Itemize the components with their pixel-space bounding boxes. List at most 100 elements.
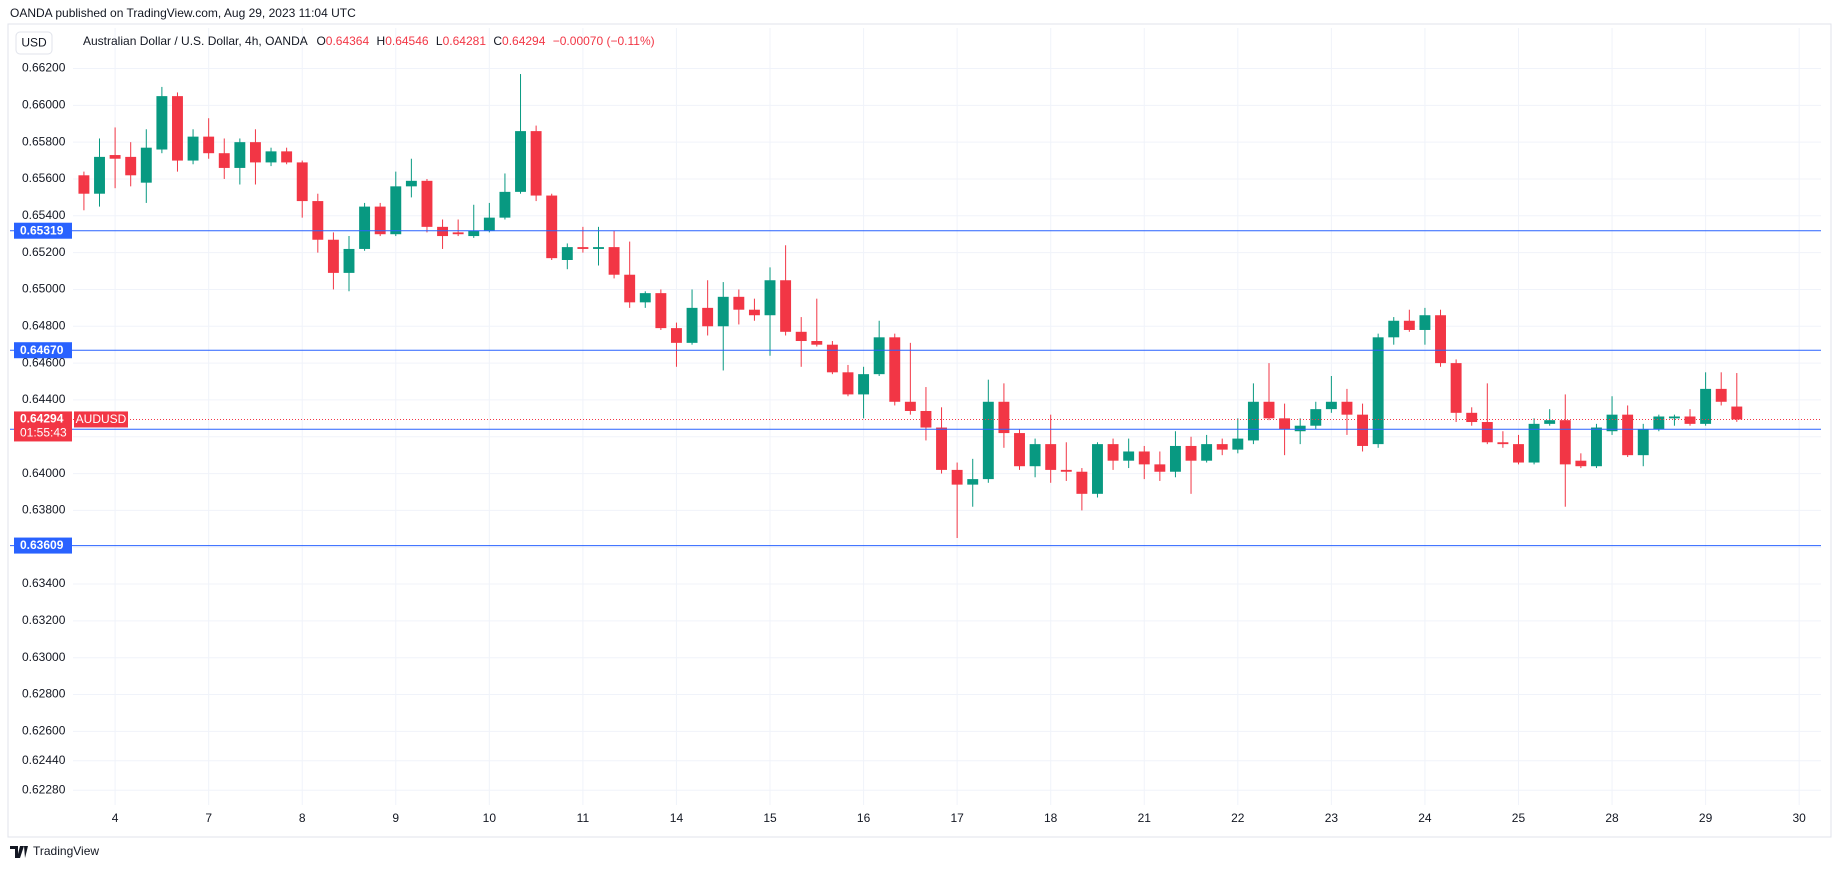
plot-border (7, 23, 1832, 838)
x-tick-label: 21 (1138, 811, 1152, 825)
y-tick-label: 0.62280 (22, 782, 66, 796)
candle-body (795, 331, 807, 342)
candle-body (1466, 412, 1478, 423)
x-tick-label: 7 (205, 811, 212, 825)
candle-body (265, 151, 277, 163)
y-tick-label: 0.63200 (22, 613, 66, 627)
candle-body (1700, 388, 1712, 424)
x-tick-label: 17 (950, 811, 964, 825)
x-tick-label: 18 (1044, 811, 1058, 825)
candle-body (1029, 444, 1041, 467)
y-tick-label: 0.65600 (22, 171, 66, 185)
candle-body (78, 175, 90, 194)
currency[interactable]: USD (21, 36, 47, 50)
candle-body (1279, 418, 1291, 430)
countdown: 01:55:43 (20, 426, 67, 440)
x-tick-label: 11 (577, 811, 590, 825)
x-tick-label: 25 (1512, 811, 1526, 825)
candle-body (109, 155, 121, 159)
candle-body (1263, 401, 1275, 419)
candle-body (1014, 433, 1025, 467)
y-tick-label: 0.65000 (22, 282, 66, 296)
candle-body (671, 328, 682, 343)
candle-body (1045, 444, 1057, 470)
candle-body (1138, 451, 1150, 465)
candle-body (1653, 416, 1665, 430)
candle-body (811, 341, 823, 345)
candle-body (826, 344, 838, 373)
published-note: OANDA published on TradingView.com, Aug … (10, 6, 356, 20)
y-tick-label: 0.64400 (22, 392, 66, 406)
y-tick-label: 0.64600 (22, 355, 66, 369)
candle-body (359, 206, 371, 249)
x-tick-label: 4 (112, 811, 119, 825)
candle-body (1060, 469, 1072, 472)
candle-body (1559, 420, 1571, 465)
candle-body (1388, 320, 1400, 338)
axis-labels: 0.66200 0.66000 0.65800 0.65600 0.65400 0.652… (14, 61, 1806, 825)
x-tick-label: 28 (1605, 811, 1619, 825)
candle-body (1247, 401, 1259, 441)
y-tick-label: 0.64000 (22, 466, 66, 480)
candle-body (1668, 416, 1680, 419)
candle-body (702, 307, 714, 327)
candle-body (1435, 315, 1446, 364)
legend-low: 0.64281 (443, 34, 487, 48)
y-tick-label: 0.66200 (22, 61, 66, 75)
level-label: 0.65319 (20, 223, 64, 237)
price-label-box (14, 411, 72, 442)
legend-c: C (493, 34, 502, 48)
candle-body (655, 293, 667, 329)
candle-body (1481, 422, 1493, 443)
candle-body (858, 374, 870, 395)
candle-body (234, 142, 246, 168)
price-label: 0.64294 (20, 412, 64, 426)
candle-body (951, 469, 963, 485)
x-tick-label: 10 (483, 811, 497, 825)
legend-high: 0.64546 (385, 34, 429, 48)
x-tick-label: 8 (299, 811, 306, 825)
candle-body (967, 479, 979, 485)
candle-body (530, 131, 542, 196)
candle-body (156, 96, 168, 150)
candle-body (889, 337, 901, 402)
candle-body (1403, 320, 1415, 330)
x-tick-label: 22 (1231, 811, 1245, 825)
legend-title: Australian Dollar / U.S. Dollar, 4h, OAN… (83, 34, 308, 48)
candle-body (327, 239, 339, 273)
candle-body (717, 296, 729, 327)
currency-button[interactable] (15, 31, 53, 55)
candles (10, 74, 1821, 547)
y-tick-label: 0.62440 (22, 753, 66, 767)
y-tick-label: 0.65400 (22, 208, 66, 222)
candle-body (281, 151, 293, 163)
x-tick-label: 30 (1792, 811, 1806, 825)
candle-body (296, 162, 308, 202)
candle-body (172, 96, 183, 161)
candle-body (249, 142, 261, 163)
y-tick-label: 0.63800 (22, 503, 66, 517)
y-tick-label: 0.66000 (22, 98, 66, 112)
x-tick-label: 24 (1418, 811, 1432, 825)
candle-body (1622, 414, 1634, 456)
candle-body (748, 309, 760, 316)
candle-body (873, 337, 885, 375)
candle-body (405, 180, 417, 187)
y-tick-label: 0.63400 (22, 576, 66, 590)
candle-body (1450, 363, 1462, 413)
candle-body (561, 247, 573, 260)
symbol-label: AUDUSD (76, 412, 127, 426)
candle-body (452, 232, 464, 235)
candle-body (1372, 337, 1384, 445)
candle-body (546, 195, 558, 259)
x-tick-label: 29 (1699, 811, 1713, 825)
candle-body (499, 191, 511, 218)
x-tick-label: 16 (857, 811, 871, 825)
candle-body (343, 248, 355, 273)
x-tick-label: 15 (763, 811, 777, 825)
candle-body (608, 247, 620, 275)
candle-body (1357, 414, 1369, 446)
legend-change: −0.00070 (−0.11%) (553, 34, 655, 48)
level-label-box (14, 342, 72, 359)
